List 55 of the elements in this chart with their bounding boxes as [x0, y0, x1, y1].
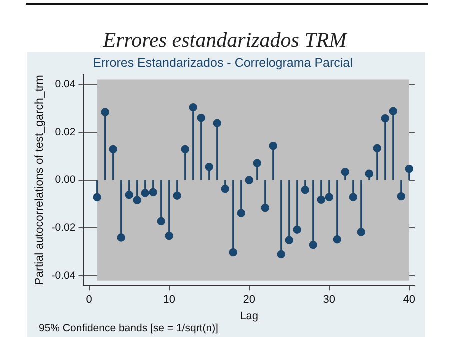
point	[269, 142, 278, 150]
point	[333, 236, 342, 244]
x-tick-label: 20	[243, 294, 256, 306]
point	[261, 204, 270, 212]
x-axis-title: Lag	[240, 310, 259, 322]
y-tick-label: 0.02	[55, 126, 76, 138]
point	[173, 192, 182, 200]
point	[381, 114, 390, 123]
point	[133, 196, 142, 205]
point	[389, 107, 398, 116]
x-tick-label: 30	[323, 294, 336, 306]
point	[405, 164, 414, 174]
y-axis-title: Partial autocorrelations of test_garch_trm	[34, 75, 46, 286]
point	[221, 185, 230, 194]
point	[189, 103, 198, 112]
point	[309, 241, 318, 250]
y-tick-label: 0.00	[55, 174, 76, 186]
point	[205, 163, 214, 172]
point	[117, 234, 126, 242]
point	[373, 144, 382, 153]
point	[141, 189, 150, 198]
point	[181, 145, 190, 154]
chart-subtitle: Errores Estandarizados - Correlograma Parcial	[93, 56, 353, 70]
point	[101, 108, 110, 116]
y-tick-label: 0.04	[55, 78, 76, 90]
point	[253, 159, 262, 168]
point	[325, 193, 334, 202]
chart-title: Errores estandarizados TRM	[102, 28, 349, 53]
point	[277, 250, 286, 259]
y-tick-label: -0.04	[52, 270, 76, 282]
point	[213, 119, 222, 128]
point	[197, 114, 206, 122]
point	[165, 232, 174, 240]
point	[365, 170, 374, 178]
y-tick-label: -0.02	[52, 222, 76, 234]
x-tick-label: 0	[86, 294, 92, 306]
point	[93, 193, 102, 202]
point	[301, 186, 310, 194]
point	[397, 192, 406, 201]
point	[229, 248, 238, 257]
point	[237, 209, 246, 218]
text: 95% Confidence bands [se = 1/sqrt(n)]	[39, 322, 219, 335]
point	[285, 236, 294, 244]
point	[349, 193, 358, 202]
point	[357, 228, 366, 236]
point	[317, 196, 326, 204]
point	[341, 168, 350, 176]
point	[245, 176, 254, 184]
x-tick-label: 40	[403, 294, 416, 306]
point	[149, 188, 158, 197]
point	[293, 226, 302, 234]
point	[109, 145, 118, 154]
x-tick-label: 10	[163, 294, 176, 306]
point	[125, 191, 134, 200]
point	[157, 217, 166, 226]
